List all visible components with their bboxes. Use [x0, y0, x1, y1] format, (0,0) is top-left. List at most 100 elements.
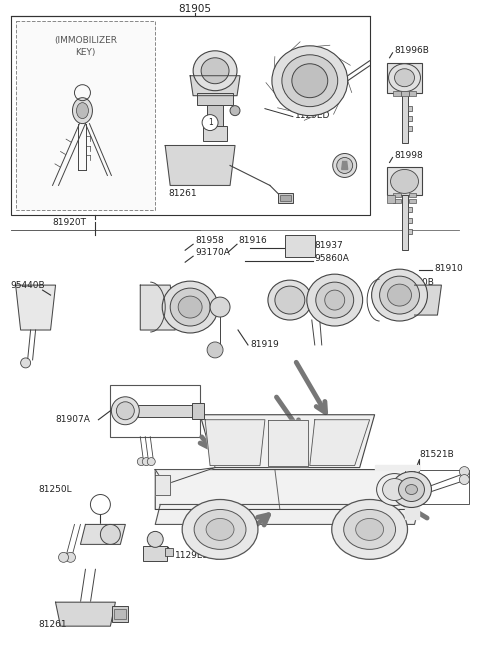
Bar — [285, 235, 315, 257]
Bar — [386, 63, 422, 92]
Polygon shape — [56, 602, 115, 626]
Polygon shape — [405, 504, 420, 519]
Ellipse shape — [268, 280, 312, 320]
Ellipse shape — [406, 485, 418, 495]
Ellipse shape — [207, 342, 223, 358]
Ellipse shape — [21, 358, 31, 368]
Ellipse shape — [193, 51, 237, 90]
Ellipse shape — [90, 495, 110, 514]
Bar — [192, 403, 204, 419]
Ellipse shape — [392, 472, 432, 508]
Bar — [408, 126, 411, 130]
Text: H: H — [402, 75, 407, 81]
Bar — [400, 90, 408, 96]
Ellipse shape — [336, 157, 353, 174]
Text: 81916: 81916 — [238, 236, 267, 245]
Text: KEY): KEY) — [75, 48, 96, 57]
Text: 81958: 81958 — [399, 291, 428, 299]
Text: 81998: 81998 — [395, 151, 423, 160]
Polygon shape — [155, 504, 420, 525]
Ellipse shape — [100, 525, 120, 544]
Ellipse shape — [333, 153, 357, 178]
Bar — [408, 199, 417, 203]
Ellipse shape — [230, 105, 240, 116]
Text: 81996B: 81996B — [395, 47, 430, 55]
Ellipse shape — [292, 64, 328, 98]
Bar — [138, 405, 193, 417]
Bar — [408, 218, 411, 223]
Bar — [393, 90, 400, 96]
Text: 81905: 81905 — [179, 4, 212, 14]
Polygon shape — [310, 420, 370, 466]
Text: 1: 1 — [208, 118, 213, 127]
Ellipse shape — [459, 475, 469, 485]
Ellipse shape — [356, 519, 384, 540]
Text: 81261: 81261 — [38, 620, 67, 629]
Ellipse shape — [142, 458, 150, 466]
Ellipse shape — [201, 58, 229, 84]
Bar — [278, 193, 293, 203]
Bar — [144, 546, 167, 561]
Bar — [386, 168, 422, 195]
Ellipse shape — [65, 552, 75, 563]
Text: 93110B: 93110B — [399, 278, 434, 287]
Bar — [203, 126, 227, 141]
Text: 81937: 81937 — [315, 241, 344, 250]
Ellipse shape — [59, 552, 69, 563]
Ellipse shape — [325, 290, 345, 310]
Ellipse shape — [202, 115, 218, 130]
Ellipse shape — [72, 98, 93, 124]
Text: 81521B: 81521B — [420, 450, 454, 459]
Polygon shape — [155, 475, 170, 495]
Text: H: H — [402, 178, 407, 185]
Polygon shape — [290, 288, 335, 312]
Bar — [408, 208, 411, 212]
Ellipse shape — [182, 500, 258, 559]
Text: 81907A: 81907A — [56, 415, 90, 424]
Polygon shape — [155, 470, 420, 510]
Ellipse shape — [398, 477, 424, 502]
Text: 93170A: 93170A — [195, 248, 230, 257]
Bar — [408, 193, 417, 197]
Ellipse shape — [170, 288, 210, 326]
Ellipse shape — [389, 64, 420, 92]
Ellipse shape — [178, 296, 202, 318]
Bar — [408, 116, 411, 121]
Ellipse shape — [162, 281, 218, 333]
Bar — [207, 105, 223, 130]
Polygon shape — [81, 525, 125, 544]
Polygon shape — [205, 420, 265, 466]
Bar — [393, 193, 400, 197]
Bar — [165, 548, 173, 556]
Bar — [408, 105, 411, 111]
Text: 81261: 81261 — [168, 189, 197, 198]
Text: 1: 1 — [98, 500, 103, 509]
Bar — [280, 195, 291, 201]
Polygon shape — [200, 415, 374, 468]
Ellipse shape — [194, 510, 246, 550]
Text: 95860A: 95860A — [315, 253, 349, 263]
Ellipse shape — [116, 402, 134, 420]
Polygon shape — [165, 145, 235, 185]
Text: 1129ED: 1129ED — [295, 111, 330, 120]
Ellipse shape — [76, 103, 88, 119]
Ellipse shape — [395, 69, 415, 86]
Text: 81919: 81919 — [250, 341, 279, 350]
Bar — [110, 385, 200, 437]
Bar — [402, 195, 408, 250]
Ellipse shape — [380, 276, 420, 314]
Ellipse shape — [344, 510, 396, 550]
Ellipse shape — [391, 170, 419, 193]
Polygon shape — [16, 285, 56, 330]
Bar — [11, 16, 370, 215]
Bar — [393, 199, 400, 203]
Text: 95440B: 95440B — [11, 280, 45, 290]
Ellipse shape — [272, 46, 348, 116]
Text: 81910: 81910 — [434, 264, 463, 272]
Ellipse shape — [372, 269, 428, 321]
Text: 1129ED: 1129ED — [175, 551, 211, 560]
Ellipse shape — [316, 282, 354, 318]
Ellipse shape — [206, 519, 234, 540]
Ellipse shape — [210, 297, 230, 317]
Bar — [112, 606, 128, 622]
